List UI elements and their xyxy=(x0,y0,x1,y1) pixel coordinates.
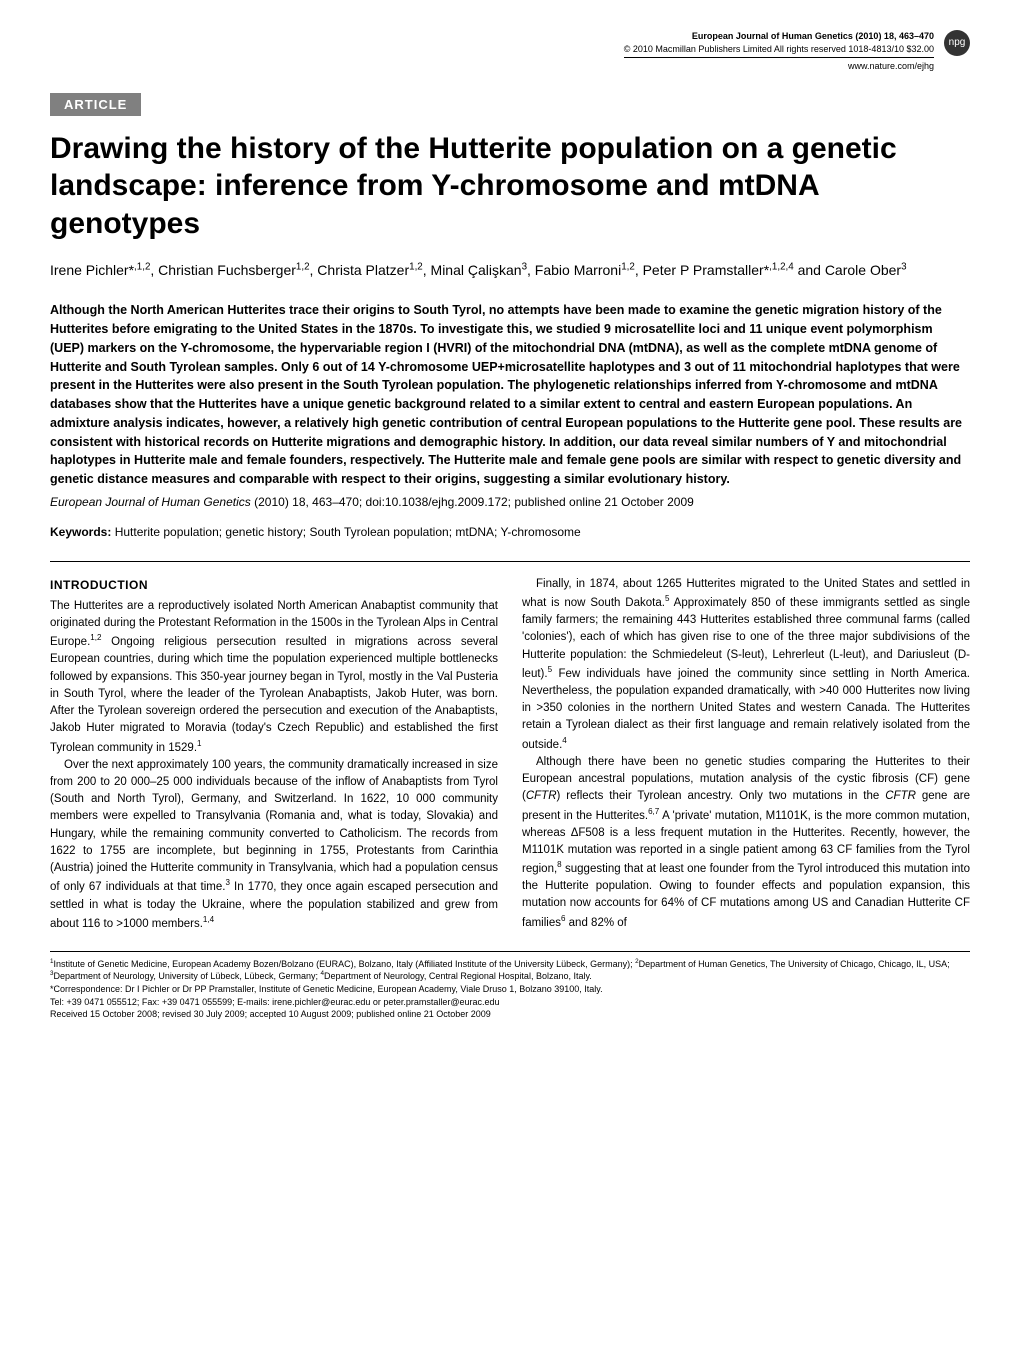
keywords-line: Keywords: Hutterite population; genetic … xyxy=(50,525,970,539)
journal-citation: European Journal of Human Genetics (2010… xyxy=(624,30,934,43)
keywords-label: Keywords: xyxy=(50,525,111,539)
page-header: European Journal of Human Genetics (2010… xyxy=(50,30,970,73)
intro-paragraph-1: The Hutterites are a reproductively isol… xyxy=(50,598,498,757)
affiliations: 1Institute of Genetic Medicine, European… xyxy=(50,958,970,983)
citation-line: European Journal of Human Genetics (2010… xyxy=(50,495,970,509)
article-type-tag: ARTICLE xyxy=(50,93,141,116)
citation-details: (2010) 18, 463–470; doi:10.1038/ejhg.200… xyxy=(251,495,694,509)
section-divider xyxy=(50,561,970,562)
column-left: INTRODUCTION The Hutterites are a reprod… xyxy=(50,576,498,933)
contact-info: Tel: +39 0471 055512; Fax: +39 0471 0555… xyxy=(50,996,970,1009)
intro-paragraph-3: Finally, in 1874, about 1265 Hutterites … xyxy=(522,576,970,754)
abstract-text: Although the North American Hutterites t… xyxy=(50,301,970,489)
body-columns: INTRODUCTION The Hutterites are a reprod… xyxy=(50,576,970,933)
citation-journal: European Journal of Human Genetics xyxy=(50,495,251,509)
intro-paragraph-4: Although there have been no genetic stud… xyxy=(522,754,970,932)
introduction-heading: INTRODUCTION xyxy=(50,576,498,594)
authors-list: Irene Pichler*,1,2, Christian Fuchsberge… xyxy=(50,260,970,281)
copyright-line: © 2010 Macmillan Publishers Limited All … xyxy=(624,43,934,56)
npg-badge-icon: npg xyxy=(944,30,970,56)
journal-url: www.nature.com/ejhg xyxy=(624,57,934,73)
footer-block: 1Institute of Genetic Medicine, European… xyxy=(50,951,970,1021)
header-right: European Journal of Human Genetics (2010… xyxy=(624,30,970,73)
correspondence: *Correspondence: Dr I Pichler or Dr PP P… xyxy=(50,983,970,996)
keywords-text: Hutterite population; genetic history; S… xyxy=(111,525,580,539)
intro-paragraph-2: Over the next approximately 100 years, t… xyxy=(50,757,498,933)
column-right: Finally, in 1874, about 1265 Hutterites … xyxy=(522,576,970,933)
received-dates: Received 15 October 2008; revised 30 Jul… xyxy=(50,1008,970,1021)
article-title: Drawing the history of the Hutterite pop… xyxy=(50,130,970,243)
